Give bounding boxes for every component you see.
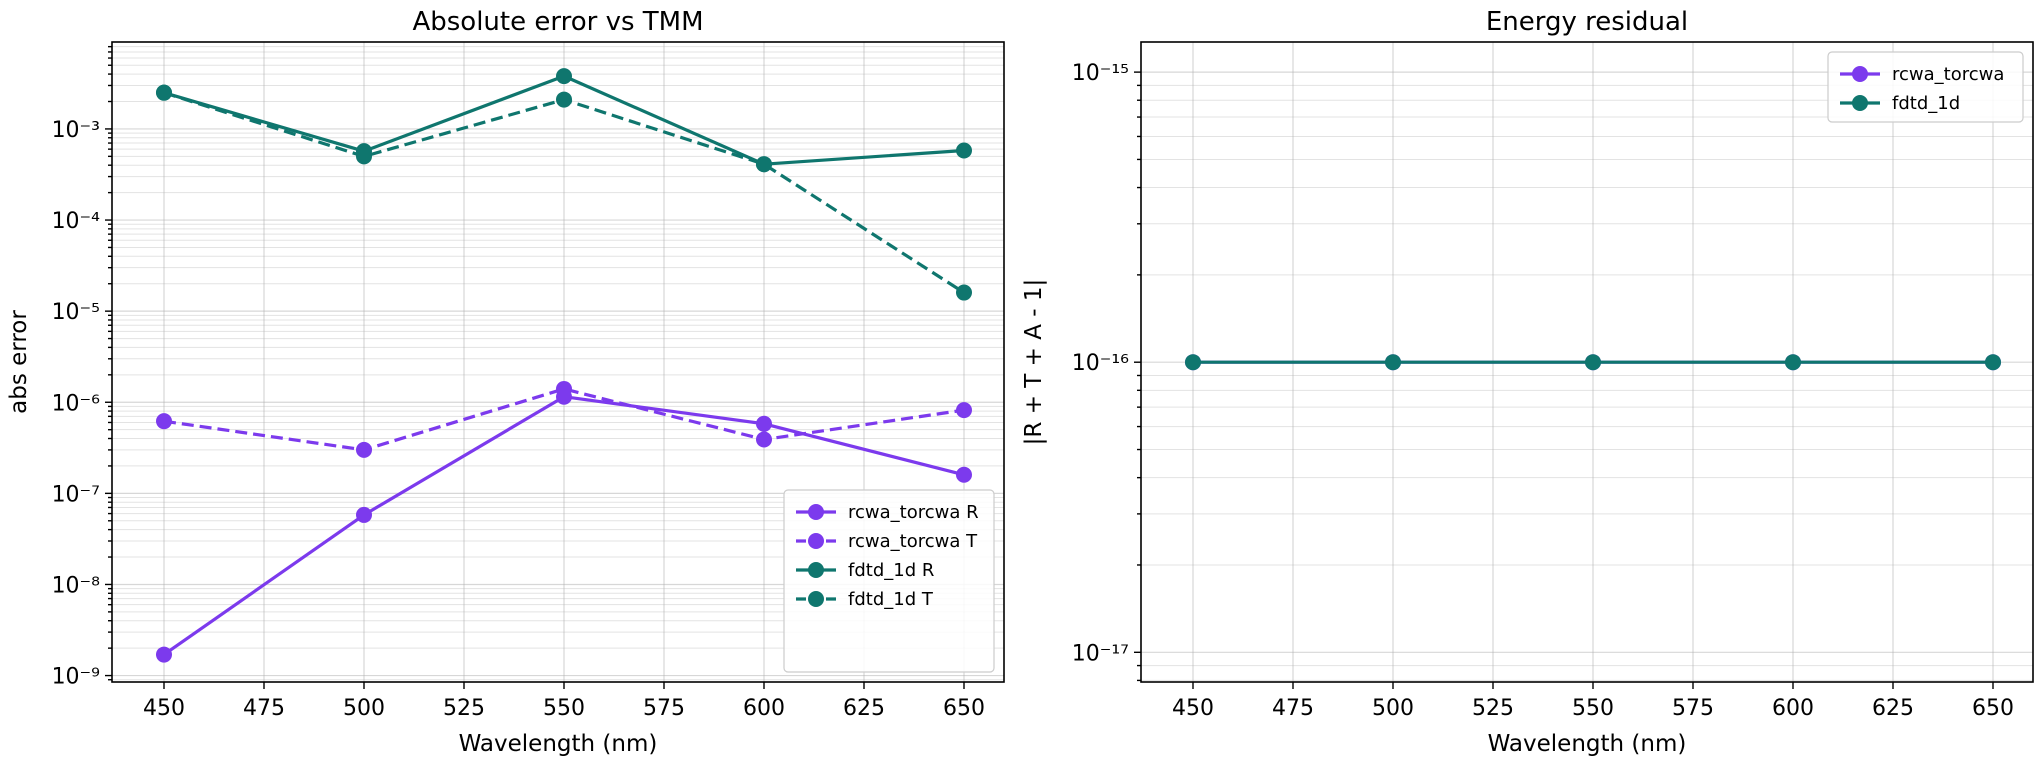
data-point: [956, 466, 972, 483]
data-point: [1985, 354, 2001, 371]
x-axis-label: Wavelength (nm): [459, 731, 658, 757]
data-point: [1385, 354, 1401, 371]
y-tick-label: 10⁻⁶: [52, 391, 101, 416]
x-tick-label: 550: [543, 696, 585, 721]
x-tick-label: 525: [1472, 696, 1514, 721]
chart-title: Absolute error vs TMM: [412, 7, 703, 37]
data-point: [956, 402, 972, 419]
plot-frame: [111, 41, 1005, 683]
x-tick-label: 475: [243, 696, 285, 721]
legend-label: rcwa_torcwa R: [848, 502, 979, 523]
legend-marker: [808, 504, 824, 520]
chart-title: Energy residual: [1486, 7, 1688, 37]
legend-label: fdtd_1d R: [848, 560, 934, 581]
data-point: [356, 441, 372, 458]
x-tick-label: 600: [1772, 696, 1814, 721]
x-tick-label: 575: [643, 696, 685, 721]
legend-marker: [1852, 66, 1868, 82]
y-tick-label: 10⁻¹⁵: [1072, 61, 1129, 86]
y-axis-label: abs error: [6, 310, 32, 414]
series-rcwa-torcwa-t: [156, 380, 972, 458]
y-tick-label: 10⁻⁴: [52, 209, 101, 234]
data-point: [756, 431, 772, 448]
data-point: [156, 84, 172, 101]
y-tick-label: 10⁻⁸: [52, 573, 101, 598]
data-point: [556, 91, 572, 108]
data-point: [156, 646, 172, 663]
x-tick-label: 450: [1172, 696, 1214, 721]
data-point: [756, 156, 772, 173]
data-point: [1585, 354, 1601, 371]
legend-marker: [808, 591, 824, 607]
x-axis-label: Wavelength (nm): [1488, 731, 1687, 757]
data-point: [356, 506, 372, 523]
x-tick-label: 500: [343, 696, 385, 721]
legend-marker: [808, 533, 824, 549]
y-tick-label: 10⁻³: [52, 118, 100, 143]
series-fdtd-1d: [1185, 354, 2001, 371]
legend-label: rcwa_torcwa T: [848, 531, 978, 552]
chart-energy-residual: 450 475 500 525 550 575 600 625 650 10⁻¹⁷ 10⁻¹⁶ 10⁻…: [1021, 7, 2034, 757]
y-tick-label: 10⁻¹⁷: [1072, 641, 1129, 666]
x-tick-label: 575: [1672, 696, 1714, 721]
data-point: [1185, 354, 1201, 371]
legend-label: fdtd_1d: [1892, 93, 1960, 114]
y-tick-label: 10⁻⁷: [52, 482, 100, 507]
data-point: [1785, 354, 1801, 371]
data-point: [156, 413, 172, 430]
x-tick-label: 650: [1972, 696, 2014, 721]
legend-label: fdtd_1d T: [848, 589, 934, 610]
data-point: [956, 284, 972, 301]
legend: rcwa_torcwa R rcwa_torcwa T fdtd_1d R fdtd_…: [783, 489, 995, 673]
chart-absolute-error: 450 475 500 525 550 575 600 625 650 10⁻⁹ 10⁻⁸ 10⁻⁷ 1…: [6, 7, 1005, 757]
y-tick-label: 10⁻⁵: [52, 300, 100, 325]
legend-marker: [1852, 95, 1868, 111]
data-point: [556, 380, 572, 397]
x-tick-label: 475: [1272, 696, 1314, 721]
data-point: [356, 148, 372, 165]
legend-label: rcwa_torcwa: [1892, 64, 2004, 85]
legend-box: [783, 489, 995, 673]
x-tick-label: 625: [843, 696, 885, 721]
y-tick-label: 10⁻⁹: [52, 665, 100, 690]
data-point: [756, 415, 772, 432]
x-tick-label: 500: [1372, 696, 1414, 721]
x-tick-label: 625: [1872, 696, 1914, 721]
x-tick-label: 525: [443, 696, 485, 721]
x-tick-label: 450: [143, 696, 185, 721]
legend: rcwa_torcwa fdtd_1d: [1827, 51, 2024, 123]
y-tick-label: 10⁻¹⁶: [1072, 351, 1129, 376]
x-tick-label: 600: [743, 696, 785, 721]
legend-marker: [808, 562, 824, 578]
data-point: [556, 68, 572, 85]
data-point: [956, 142, 972, 159]
y-axis-label: |R + T + A - 1|: [1021, 279, 1047, 446]
series-line-rcwa-torcwa-t: [163, 387, 965, 452]
x-tick-label: 650: [943, 696, 985, 721]
x-tick-label: 550: [1572, 696, 1614, 721]
series-fdtd-1d-t: [156, 84, 972, 301]
